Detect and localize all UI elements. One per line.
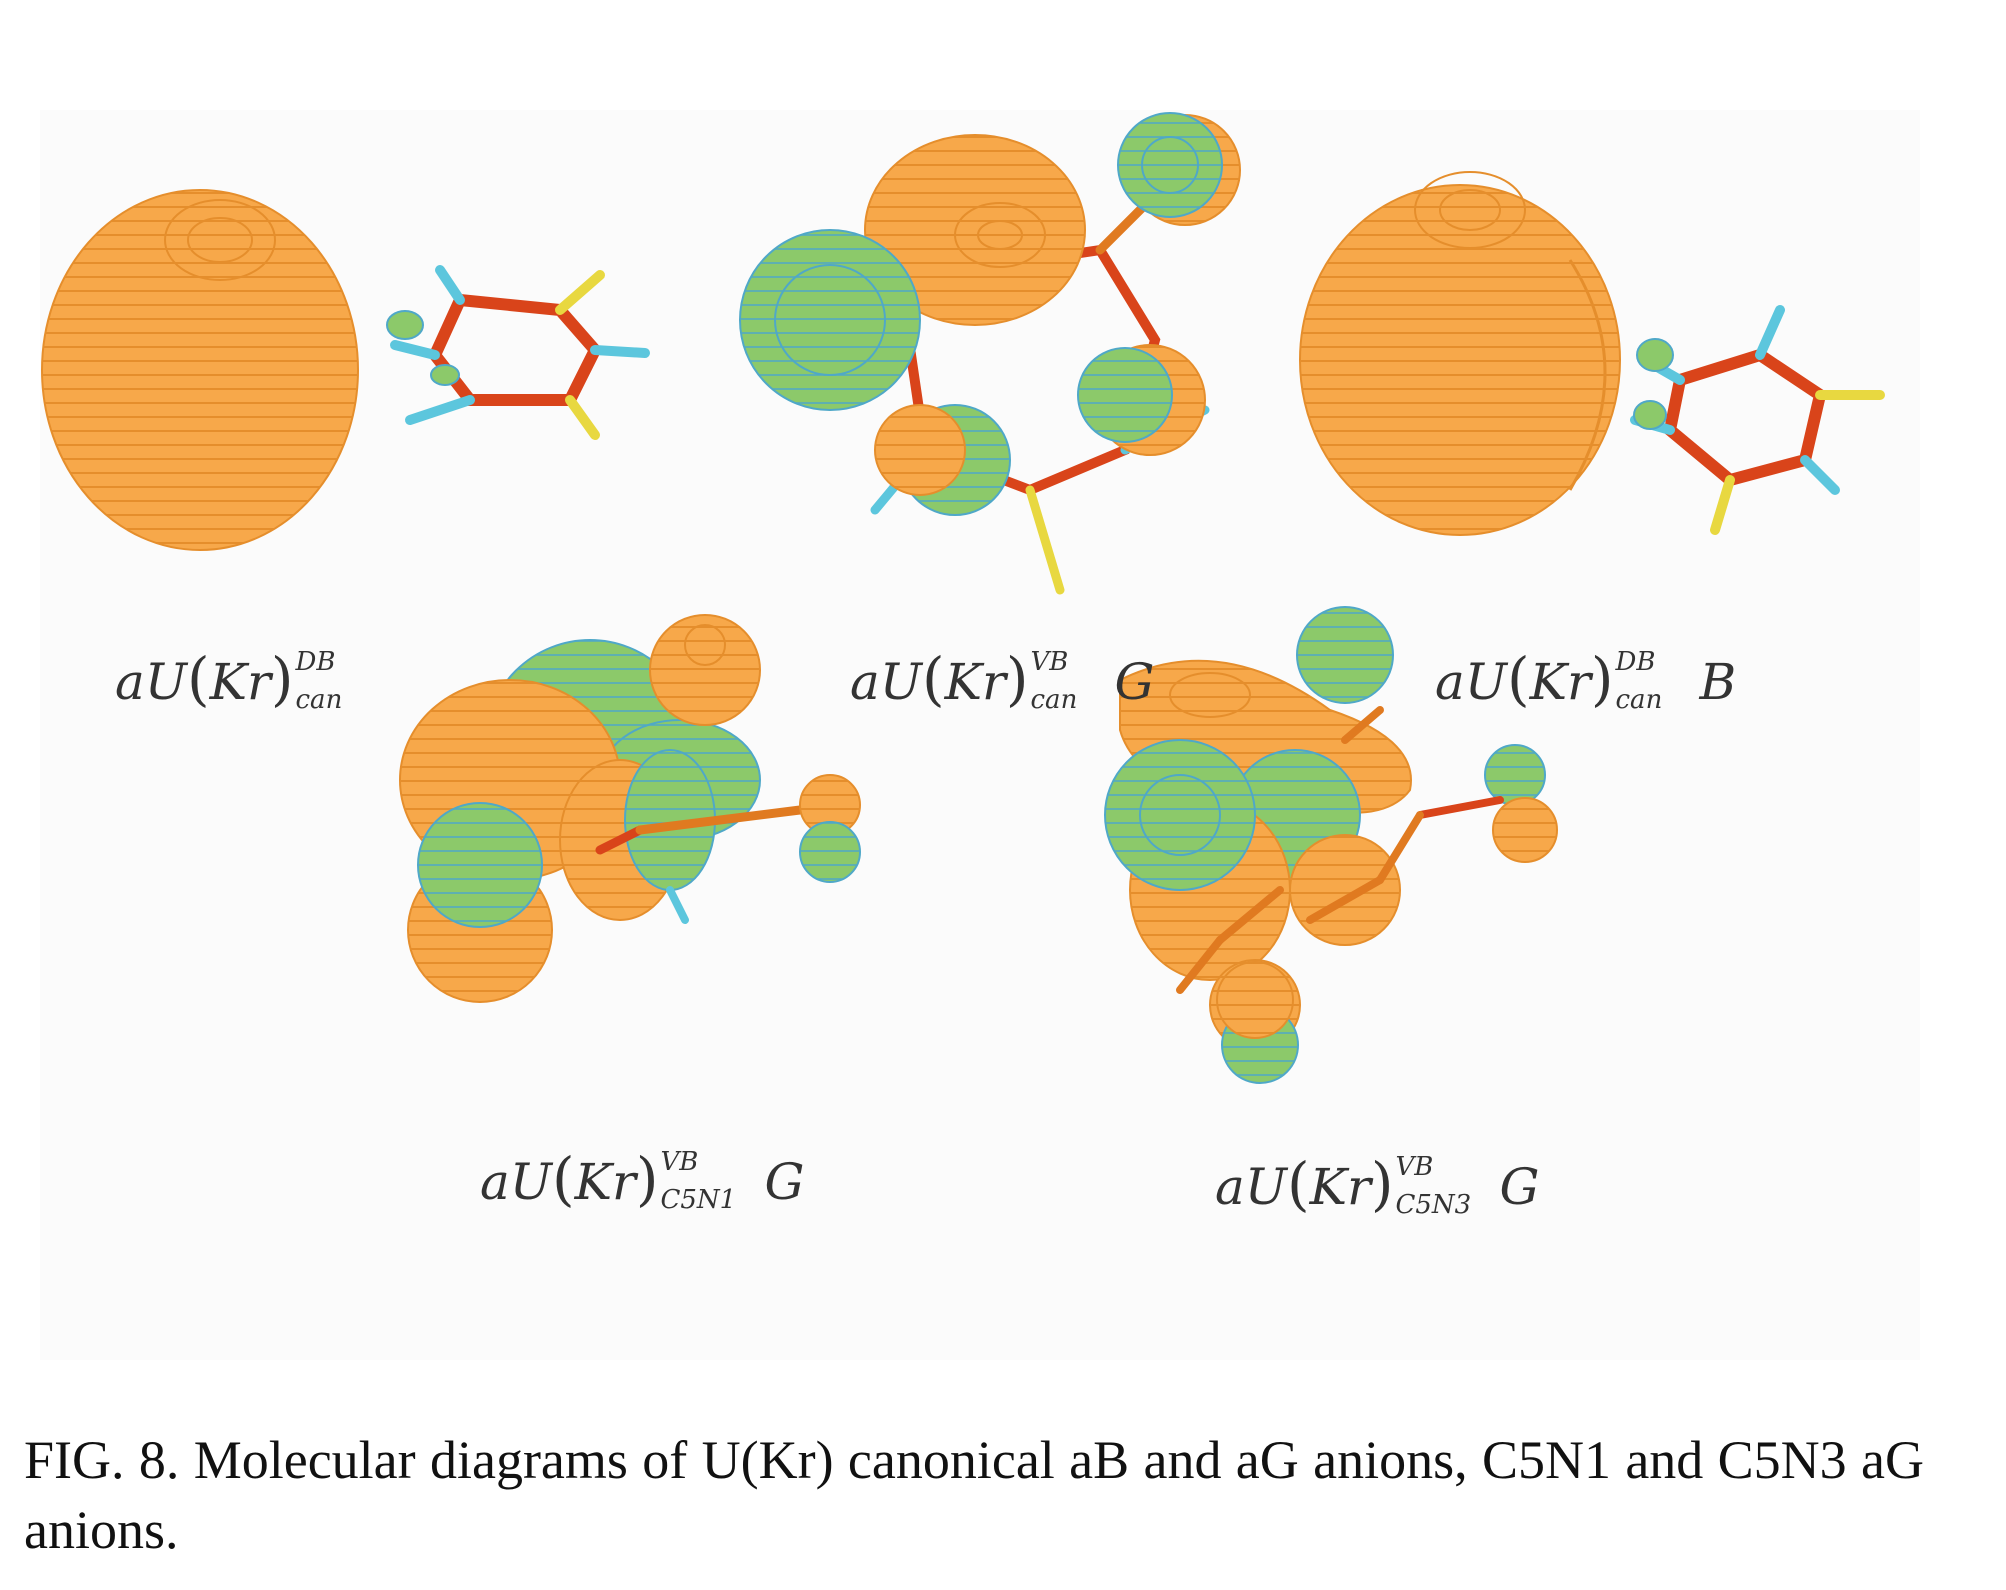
- molecule-5: [1104, 606, 1558, 1084]
- label-panel-5: aU(Kr) VB C5N3 G: [1215, 1150, 1540, 1220]
- figure-caption: FIG. 8. Molecular diagrams of U(Kr) cano…: [24, 1430, 1924, 1560]
- molecule-3: [1299, 171, 1885, 536]
- molecule-2: [739, 112, 1241, 595]
- label-panel-4: aU(Kr) VB C5N1 G: [480, 1145, 805, 1215]
- figure-panel: aU(Kr) DB can aU(Kr) VB can G aU(Kr) DB can B aU…: [40, 110, 1920, 1360]
- molecule-1: [41, 189, 650, 551]
- label-panel-2: aU(Kr) VB can G: [850, 645, 1155, 715]
- label-panel-3: aU(Kr) DB can B: [1435, 645, 1737, 715]
- label-panel-1: aU(Kr) DB can: [115, 645, 343, 715]
- orbital-diagrams: [41, 112, 1885, 1084]
- molecule-4: [399, 614, 861, 1003]
